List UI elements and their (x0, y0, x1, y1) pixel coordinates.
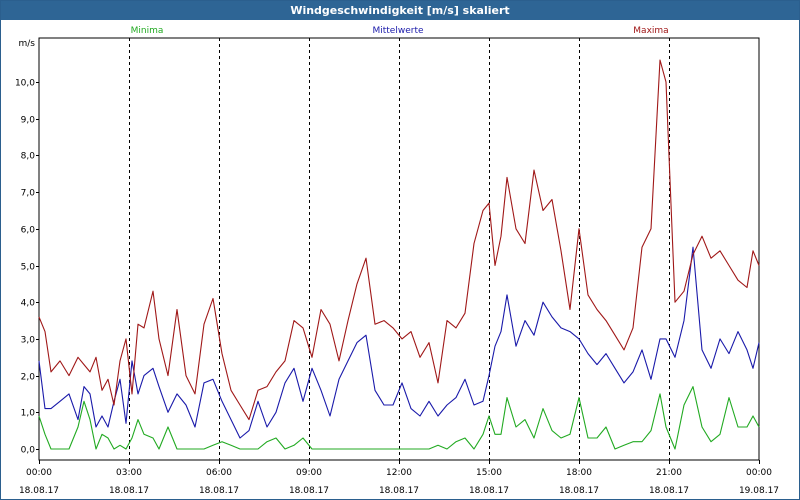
window-title: Windgeschwindigkeit [m/s] skaliert (1, 1, 799, 20)
legend-maxima: Maxima (633, 26, 668, 36)
series-maxima-line (38, 59, 760, 421)
x-tick-time: 15:00 (476, 468, 502, 478)
y-axis-unit: m/s (19, 39, 36, 49)
legend-mittelwerte: Mittelwerte (372, 26, 423, 36)
y-tick-label: 9,0 (21, 116, 36, 126)
y-tick-label: 1,0 (21, 409, 36, 419)
x-tick-date: 19.08.17 (739, 486, 779, 496)
x-tick-time: 00:00 (746, 468, 772, 478)
x-tick-date: 18.08.17 (19, 486, 59, 496)
x-tick-date: 18.08.17 (379, 486, 419, 496)
series-mittelwerte-line (38, 246, 760, 439)
x-tick-date: 18.08.17 (109, 486, 149, 496)
x-tick-date: 18.08.17 (289, 486, 329, 496)
x-tick-date: 18.08.17 (559, 486, 599, 496)
x-tick-date: 18.08.17 (199, 486, 239, 496)
y-tick-label: 0,0 (21, 446, 36, 456)
x-tick-time: 03:00 (116, 468, 142, 478)
y-tick-label: 2,0 (21, 373, 36, 383)
y-tick-label: 10,0 (15, 79, 35, 89)
y-tick-label: 5,0 (21, 263, 36, 273)
x-tick-date: 18.08.17 (649, 486, 689, 496)
y-tick-label: 8,0 (21, 152, 36, 162)
legend-minima: Minima (131, 26, 164, 36)
y-tick-label: 4,0 (21, 299, 36, 309)
x-tick-time: 06:00 (206, 468, 232, 478)
y-tick-label: 3,0 (21, 336, 36, 346)
series-minima-line (38, 386, 760, 450)
y-tick-label: 7,0 (21, 189, 36, 199)
x-tick-time: 12:00 (386, 468, 412, 478)
x-tick-time: 21:00 (656, 468, 682, 478)
x-tick-time: 09:00 (296, 468, 322, 478)
y-tick-label: 6,0 (21, 226, 36, 236)
x-tick-time: 18:00 (566, 468, 592, 478)
x-tick-time: 00:00 (26, 468, 52, 478)
x-tick-date: 18.08.17 (469, 486, 509, 496)
